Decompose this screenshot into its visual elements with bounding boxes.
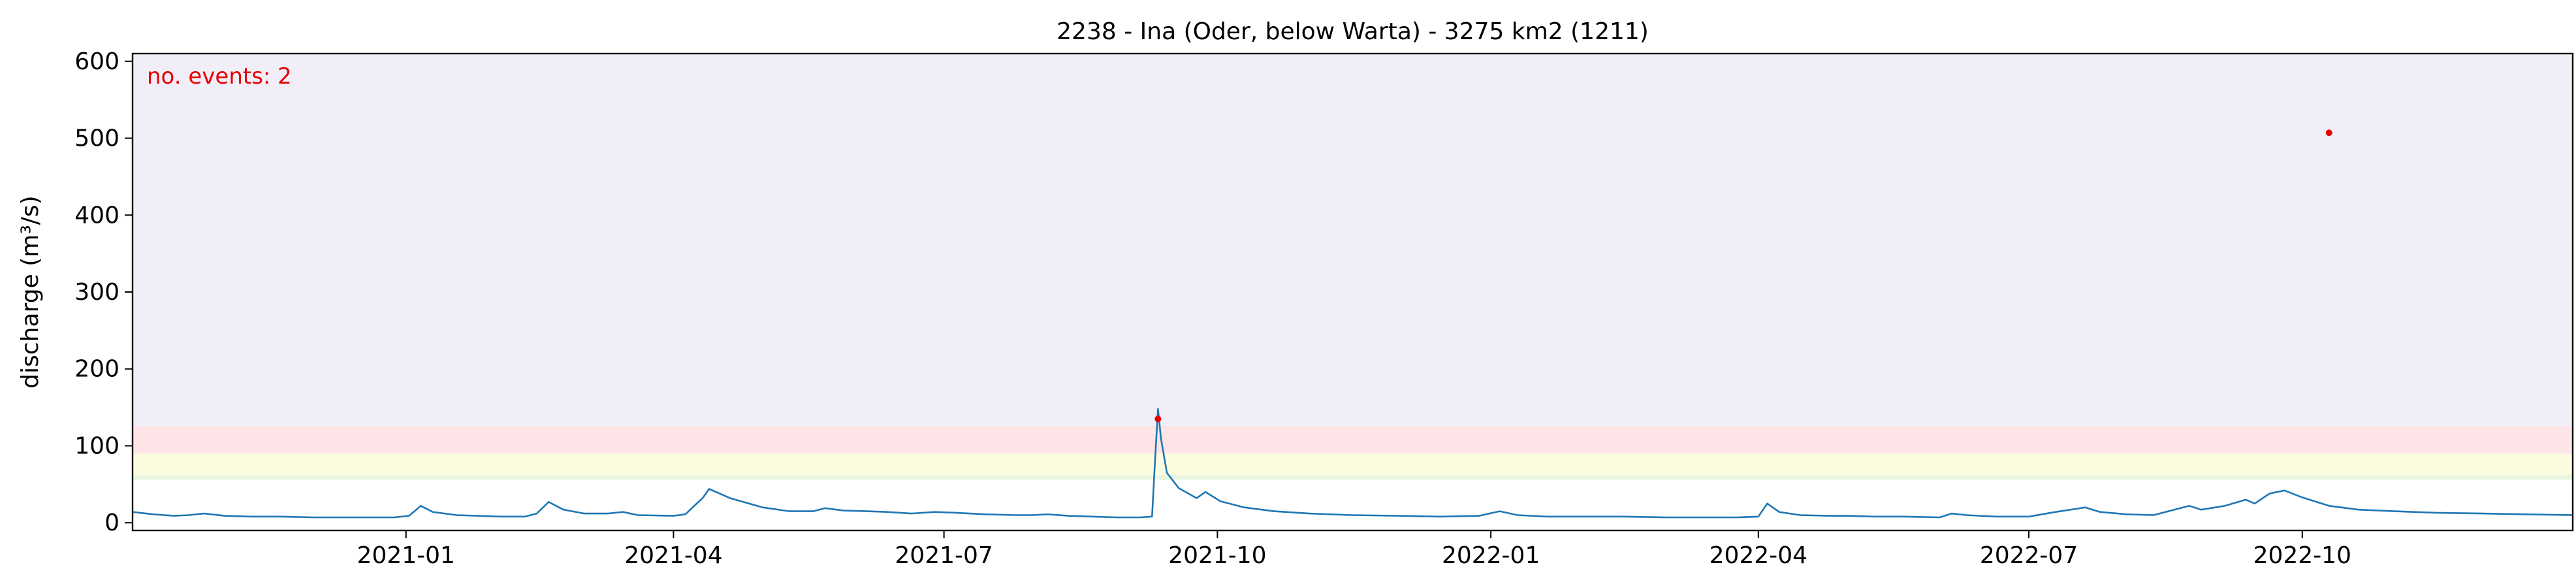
event-marker-1 xyxy=(2325,129,2332,137)
events-layer xyxy=(1154,129,2332,423)
x-axis: 2021-01 2021-04 2021-07 2021-10 2022-01 2022-… xyxy=(357,530,2351,569)
x-tick-label-3: 2021-10 xyxy=(1168,542,1266,569)
threshold-band-1 xyxy=(133,453,2573,476)
y-tick-label-2: 200 xyxy=(74,356,119,383)
threshold-bands xyxy=(133,54,2573,480)
y-tick-label-4: 400 xyxy=(74,202,119,229)
y-tick-label-5: 500 xyxy=(74,125,119,152)
x-tick-label-1: 2021-04 xyxy=(624,542,722,569)
threshold-band-0 xyxy=(133,475,2573,480)
x-tick-label-5: 2022-04 xyxy=(1709,542,1807,569)
y-tick-label-0: 0 xyxy=(104,510,119,536)
series-layer xyxy=(132,408,2573,519)
threshold-band-2 xyxy=(133,425,2573,454)
x-tick-label-6: 2022-07 xyxy=(1980,542,2078,569)
event-marker-0 xyxy=(1154,415,1162,423)
events-count-annotation: no. events: 2 xyxy=(147,63,292,89)
x-tick-label-0: 2021-01 xyxy=(357,542,455,569)
y-tick-label-3: 300 xyxy=(74,279,119,306)
chart-title: 2238 - Ina (Oder, below Warta) - 3275 km… xyxy=(1057,18,1649,45)
x-tick-label-2: 2021-07 xyxy=(895,542,993,569)
y-axis: 0 100 200 300 400 500 600 xyxy=(74,48,133,536)
y-tick-label-1: 100 xyxy=(74,432,119,459)
y-tick-label-6: 600 xyxy=(74,48,119,75)
threshold-band-3 xyxy=(133,54,2573,426)
discharge-line-0 xyxy=(132,408,2573,519)
y-axis-label: discharge (m³/s) xyxy=(17,195,44,388)
x-tick-label-7: 2022-10 xyxy=(2253,542,2351,569)
x-tick-label-4: 2022-01 xyxy=(1442,542,1540,569)
